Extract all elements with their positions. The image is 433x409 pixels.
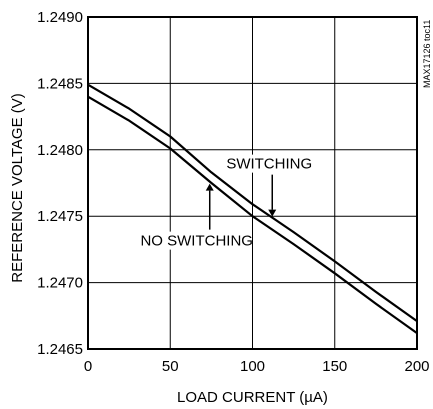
annotation-bg-switching [232,154,307,173]
y-axis-label: REFERENCE VOLTAGE (V) [9,93,26,282]
figure-id-label: MAX17126 toc11 [422,20,432,88]
annotation-label-no-switching: NO SWITCHING [140,233,253,250]
series-line-no-switching [87,95,418,334]
series-lines [87,83,418,334]
annotations: SWITCHING NO SWITCHING [140,154,312,250]
annotation-arrowhead-no-switching [205,183,214,191]
y-tick-label-2: 1.2475 [37,208,83,225]
y-tick-label-1: 1.2470 [37,275,83,292]
x-tick-label-4: 200 [404,358,429,375]
annotation-arrowhead-switching [268,209,277,217]
y-tick-label-0: 1.2465 [37,341,83,358]
x-tick-label-0: 0 [84,358,92,375]
x-tick-label-3: 150 [322,358,347,375]
x-axis-label: LOAD CURRENT (µA) [177,389,328,406]
y-tick-label-5: 1.2490 [37,9,83,26]
series-line-switching [87,83,418,322]
x-tick-label-1: 50 [162,358,179,375]
annotation-label-switching: SWITCHING [226,156,312,173]
y-tick-label-4: 1.2485 [37,75,83,92]
plot-frame [87,16,418,350]
y-tick-label-3: 1.2480 [37,142,83,159]
tick-labels: 0 50 100 150 200 1.2465 1.2470 1.2475 1.2480 1.24… [37,9,429,375]
x-tick-label-2: 100 [240,358,265,375]
grid-lines [88,17,417,349]
annotation-bg-no-switching [148,231,246,250]
